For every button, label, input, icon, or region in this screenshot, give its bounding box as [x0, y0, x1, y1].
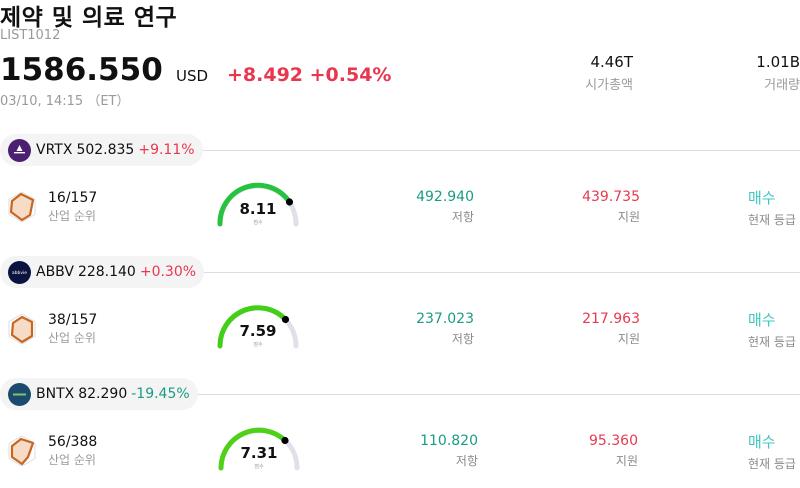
industry-rank-label: 산업 순위: [48, 331, 96, 345]
support-label: 지원: [615, 454, 638, 468]
support-metric: 439.735 지원: [570, 189, 640, 225]
resistance-value: 110.820: [420, 433, 478, 449]
industry-rank-label: 산업 순위: [48, 209, 96, 223]
gauge-arc-icon: [217, 305, 299, 349]
grade-label: 현재 등급: [748, 213, 796, 227]
radar-chart-icon: [8, 313, 36, 345]
index-code: LIST1012: [0, 28, 61, 43]
stock-symbol: BNTX: [36, 386, 75, 402]
resistance-label: 저항: [451, 210, 474, 224]
industry-rank: 56/388 산업 순위: [48, 434, 97, 468]
section-divider: [190, 272, 800, 273]
price-change: +8.492 +0.54%: [227, 64, 392, 86]
resistance-value: 492.940: [416, 189, 474, 205]
industry-rank: 38/157 산업 순위: [48, 312, 97, 346]
industry-rank-value: 16/157: [48, 190, 98, 206]
score-label: 점수: [253, 220, 263, 226]
grade-value: 매수: [748, 433, 776, 451]
score-label: 점수: [253, 342, 263, 348]
resistance-metric: 237.023 저항: [404, 311, 474, 347]
section-divider: [190, 394, 800, 395]
resistance-metric: 110.820 저항: [404, 433, 478, 469]
current-grade: 매수 현재 등급: [748, 431, 796, 472]
score-value: 8.11: [239, 200, 277, 218]
support-value: 217.963: [582, 311, 640, 327]
index-price: 1586.550: [0, 52, 163, 88]
score-gauge: 8.11 점수: [213, 180, 303, 230]
score-gauge: 7.31 점수: [214, 424, 304, 474]
section-divider: [190, 150, 800, 151]
volume-label: 거래량: [764, 78, 800, 93]
biontech-logo-icon: [8, 382, 31, 406]
currency-label: USD: [176, 67, 209, 85]
stock-change: -19.45%: [131, 386, 190, 402]
score-value: 7.59: [239, 322, 277, 340]
support-metric: 95.360 지원: [568, 433, 638, 469]
market-cap-stat: 4.46T 시가총액: [560, 53, 633, 93]
timestamp: 03/10, 14:15 （ET）: [0, 94, 130, 109]
industry-rank-label: 산업 순위: [48, 453, 96, 467]
volume-value: 1.01B: [756, 53, 800, 71]
score-gauge: 7.59 점수: [213, 302, 303, 352]
vertex-logo-icon: [8, 138, 31, 162]
grade-label: 현재 등급: [748, 457, 796, 471]
market-cap-label: 시가총액: [585, 78, 633, 93]
stock-price: 502.835: [76, 142, 135, 158]
stock-chip-vrtx[interactable]: VRTX 502.835 +9.11%: [0, 134, 203, 166]
stock-symbol: VRTX: [36, 142, 73, 158]
gauge-arc-icon: [217, 182, 299, 227]
stock-chip-bntx[interactable]: BNTX 82.290 -19.45%: [0, 378, 198, 410]
grade-label: 현재 등급: [748, 335, 796, 349]
abbvie-logo-icon: abbvie: [8, 260, 31, 284]
grade-value: 매수: [748, 311, 776, 329]
industry-rank-value: 38/157: [48, 312, 98, 328]
support-label: 지원: [617, 332, 640, 346]
resistance-label: 저항: [451, 332, 474, 346]
stock-price: 228.140: [77, 264, 136, 280]
current-grade: 매수 현재 등급: [748, 187, 796, 228]
score-label: 점수: [254, 464, 264, 470]
gauge-arc-icon: [218, 427, 300, 471]
score-value: 7.31: [240, 444, 278, 462]
stock-change: +9.11%: [138, 142, 195, 158]
support-metric: 217.963 지원: [570, 311, 640, 347]
market-cap-value: 4.46T: [590, 53, 633, 71]
support-value: 439.735: [582, 189, 640, 205]
resistance-label: 저항: [455, 454, 478, 468]
stock-chip-abbv[interactable]: abbvie ABBV 228.140 +0.30%: [0, 256, 205, 288]
volume-stat: 1.01B 거래량: [720, 53, 800, 93]
industry-rank-value: 56/388: [48, 434, 98, 450]
resistance-value: 237.023: [416, 311, 474, 327]
stock-price: 82.290: [78, 386, 128, 402]
grade-value: 매수: [748, 189, 776, 207]
current-grade: 매수 현재 등급: [748, 309, 796, 350]
svg-text:abbvie: abbvie: [12, 270, 27, 276]
stock-symbol: ABBV: [36, 264, 74, 280]
stock-change: +0.30%: [139, 264, 197, 280]
industry-rank: 16/157 산업 순위: [48, 190, 97, 224]
support-value: 95.360: [589, 433, 638, 449]
radar-chart-icon: [8, 191, 36, 223]
support-label: 지원: [617, 210, 640, 224]
resistance-metric: 492.940 저항: [404, 189, 474, 225]
radar-chart-icon: [8, 435, 36, 467]
page-title: 제약 및 의료 연구: [0, 5, 178, 31]
